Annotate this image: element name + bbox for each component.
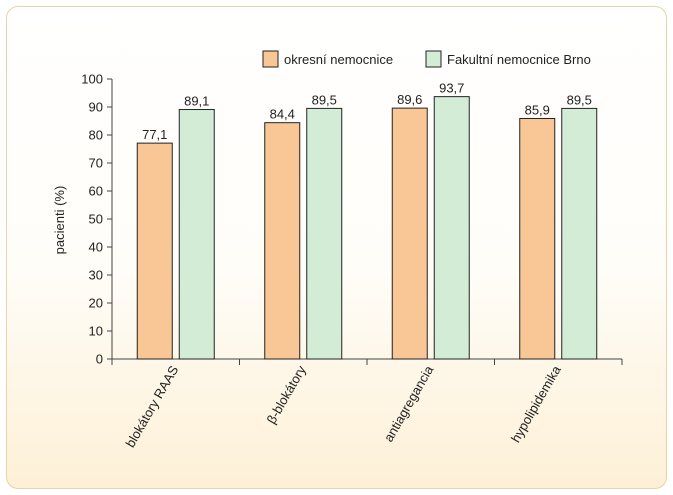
y-axis: 0 10 20 30 40 50 60 70 80 90 100 [81, 72, 112, 367]
bar-fakultni-0 [179, 110, 214, 359]
data-label: 85,9 [525, 102, 550, 117]
y-tick-label: 30 [89, 268, 103, 283]
data-label: 89,5 [567, 92, 592, 107]
y-tick-label: 50 [89, 212, 103, 227]
y-tick-label: 0 [96, 352, 103, 367]
bar-fakultni-2 [434, 97, 469, 359]
y-tick-label: 10 [89, 324, 103, 339]
legend-swatch-1 [426, 51, 441, 67]
data-label: 77,1 [142, 127, 167, 142]
category-label: β-blokátory [264, 363, 310, 427]
data-label: 89,6 [397, 92, 422, 107]
bar-okresni-3 [520, 118, 555, 359]
data-label: 93,7 [439, 81, 464, 96]
y-tick-label: 20 [89, 296, 103, 311]
bar-fakultni-3 [562, 108, 597, 359]
y-tick-label: 90 [89, 100, 103, 115]
y-tick-label: 40 [89, 240, 103, 255]
data-label: 89,1 [184, 94, 209, 109]
category-label: antiagregancia [381, 362, 437, 444]
legend-label-1: Fakultní nemocnice Brno [447, 52, 591, 67]
x-axis: blokátory RAAS β-blokátory antiagregancia h… [112, 359, 622, 450]
bar-fakultni-1 [307, 108, 342, 359]
y-axis-title: pacienti (%) [52, 186, 67, 255]
y-tick-label: 60 [89, 184, 103, 199]
category-label: hypolipidemika [508, 362, 564, 445]
data-label: 84,4 [270, 107, 295, 122]
legend: okresní nemocnice Fakultní nemocnice Brno [263, 51, 591, 67]
bar-okresni-1 [265, 123, 300, 359]
bars: 77,1 89,1 84,4 89,5 89,6 93,7 85,9 89,5 [137, 81, 597, 359]
legend-label-0: okresní nemocnice [284, 52, 393, 67]
bar-okresni-2 [392, 108, 427, 359]
legend-swatch-0 [263, 51, 278, 67]
bar-okresni-0 [137, 143, 172, 359]
y-tick-label: 80 [89, 128, 103, 143]
category-label: blokátory RAAS [122, 363, 181, 450]
data-label: 89,5 [312, 92, 337, 107]
y-tick-label: 70 [89, 156, 103, 171]
y-tick-label: 100 [81, 72, 103, 87]
